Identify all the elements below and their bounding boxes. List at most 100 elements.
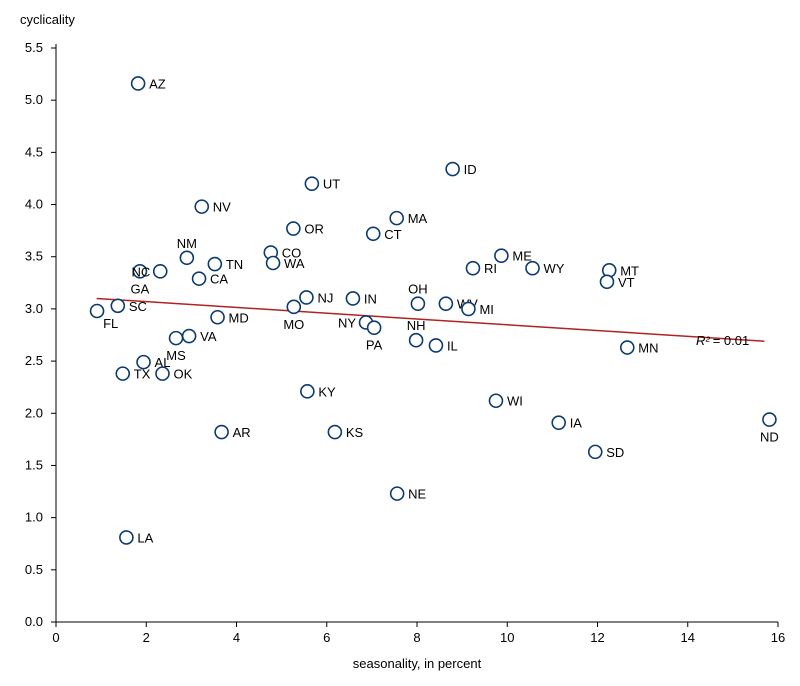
point-label: MA — [408, 211, 428, 226]
data-point-marker — [762, 412, 777, 427]
data-point-marker — [136, 354, 151, 370]
point-label: NJ — [317, 290, 333, 305]
data-point-marker — [191, 271, 207, 286]
y-tick-label: 4.0 — [25, 197, 43, 212]
point-label: WI — [507, 394, 523, 409]
data-point-marker — [345, 291, 361, 306]
point-label: RI — [484, 261, 497, 276]
point-in: IN — [345, 291, 377, 306]
x-tick-label: 4 — [233, 630, 240, 645]
point-ok: OK — [155, 366, 193, 382]
data-point-marker — [168, 330, 184, 346]
data-point-marker — [265, 255, 281, 271]
point-ma: MA — [389, 210, 428, 226]
point-ct: CT — [365, 226, 402, 242]
point-ia: IA — [551, 415, 583, 431]
data-point-marker — [181, 328, 197, 344]
point-ca: CA — [191, 271, 228, 287]
data-point-marker — [179, 250, 195, 266]
data-point-marker — [410, 296, 426, 311]
point-ga: GA — [131, 264, 150, 296]
data-point-marker — [438, 296, 454, 311]
data-point-marker — [428, 338, 444, 353]
point-label: NC — [131, 264, 150, 279]
point-label: SD — [606, 445, 624, 460]
y-tick-label: 4.5 — [25, 144, 43, 159]
data-point-marker — [619, 340, 635, 355]
data-point-marker — [207, 256, 223, 272]
point-nc: NC — [131, 264, 168, 279]
point-sc: SC — [110, 298, 147, 314]
point-label: IN — [364, 291, 377, 306]
point-mo: MO — [283, 299, 304, 332]
point-label: UT — [323, 177, 340, 192]
point-label: OH — [408, 282, 428, 297]
point-label: KY — [318, 384, 336, 399]
data-point-marker — [327, 424, 343, 440]
data-point-marker — [299, 290, 314, 305]
point-label: ID — [464, 162, 477, 177]
point-or: OR — [286, 221, 324, 237]
point-fl: FL — [89, 303, 118, 331]
point-oh: OH — [408, 282, 428, 311]
point-label: SC — [129, 299, 147, 314]
point-ar: AR — [214, 424, 251, 440]
point-nd: ND — [760, 412, 779, 445]
point-ky: KY — [300, 384, 336, 399]
x-axis-title: seasonality, in percent — [353, 656, 482, 671]
y-tick-label: 3.0 — [25, 301, 43, 316]
point-va: VA — [181, 328, 217, 344]
data-point-marker — [119, 530, 134, 545]
point-label: MD — [229, 310, 249, 325]
point-label: MS — [166, 348, 186, 363]
data-point-marker — [465, 260, 481, 276]
point-wi: WI — [488, 393, 523, 409]
data-point-marker — [110, 298, 126, 314]
data-point-marker — [599, 274, 615, 290]
data-point-marker — [155, 366, 170, 381]
point-label: AR — [233, 425, 251, 440]
point-sd: SD — [587, 444, 624, 460]
point-la: LA — [119, 530, 154, 545]
x-tick-label: 14 — [681, 630, 695, 645]
point-ut: UT — [304, 176, 340, 192]
r-squared-value: = 0.01 — [713, 333, 750, 348]
y-tick-label: 0.5 — [25, 562, 43, 577]
point-vt: VT — [599, 274, 635, 290]
x-tick-label: 0 — [52, 630, 59, 645]
data-point-marker — [445, 161, 460, 177]
point-label: MO — [283, 317, 304, 332]
data-point-marker — [286, 299, 302, 315]
point-ri: RI — [465, 260, 497, 276]
point-al: AL — [136, 354, 170, 370]
point-label: CT — [384, 227, 401, 242]
point-label: ND — [760, 430, 779, 445]
data-point-marker — [89, 303, 105, 319]
point-label: MI — [479, 302, 493, 317]
data-points: AZ ID UT NV MA OR CT NM CO ME TN WA RI WY MT GA NC CA VT NJ… — [89, 76, 779, 545]
point-label: IA — [570, 416, 583, 431]
point-az: AZ — [130, 76, 166, 91]
y-tick-label: 3.5 — [25, 249, 43, 264]
data-point-marker — [551, 415, 566, 430]
data-point-marker — [152, 264, 168, 279]
point-label: KS — [346, 425, 364, 440]
y-tick-label: 1.5 — [25, 457, 43, 472]
r-squared-symbol: R² — [696, 333, 710, 348]
y-tick-label: 5.0 — [25, 92, 43, 107]
point-label: AZ — [149, 76, 166, 91]
x-tick-label: 6 — [323, 630, 330, 645]
y-tick-label: 2.0 — [25, 405, 43, 420]
point-label: MT — [620, 263, 639, 278]
y-tick-label: 1.0 — [25, 510, 43, 525]
point-nm: NM — [177, 236, 197, 266]
data-point-marker — [365, 226, 381, 242]
data-point-marker — [210, 309, 225, 325]
x-tick-label: 2 — [143, 630, 150, 645]
point-me: ME — [494, 248, 532, 264]
y-tick-label: 0.0 — [25, 614, 43, 629]
x-axis-ticks: 0 2 4 6 8 10 12 14 16 — [52, 622, 785, 645]
point-label: GA — [131, 281, 150, 296]
point-mi: MI — [461, 301, 494, 317]
